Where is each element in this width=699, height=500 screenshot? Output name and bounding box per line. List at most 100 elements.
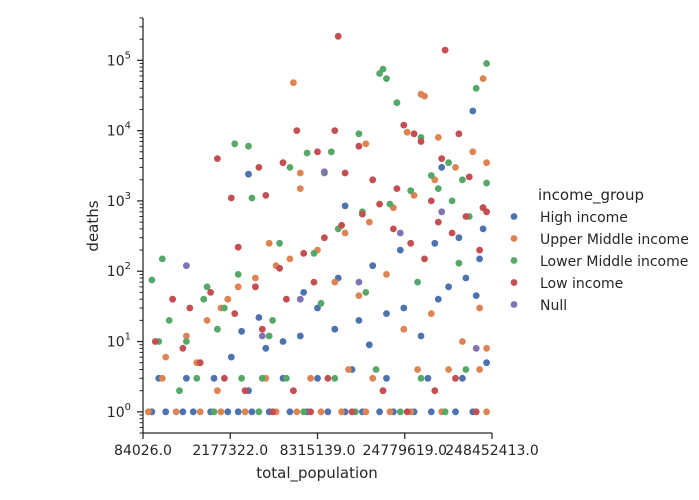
data-point	[438, 208, 446, 216]
data-point	[241, 387, 249, 395]
data-point	[183, 374, 190, 382]
data-point	[265, 239, 273, 247]
data-point	[145, 408, 152, 416]
data-point	[310, 249, 318, 257]
data-point	[341, 169, 349, 177]
data-point	[286, 255, 294, 263]
data-point	[310, 278, 318, 286]
data-point	[410, 130, 418, 138]
data-point	[483, 159, 490, 167]
data-point	[355, 292, 363, 299]
data-point	[403, 128, 411, 136]
data-point	[279, 338, 287, 345]
data-point	[238, 327, 246, 335]
data-point	[393, 99, 401, 107]
data-point	[462, 274, 470, 282]
data-point	[372, 366, 380, 373]
data-point	[314, 304, 321, 312]
data-point	[183, 338, 190, 345]
data-point	[296, 332, 304, 340]
data-point	[417, 374, 425, 382]
data-point	[214, 155, 221, 163]
data-point	[324, 374, 332, 382]
data-point	[455, 259, 463, 267]
data-point	[341, 229, 349, 237]
data-point	[479, 225, 487, 233]
data-point	[396, 229, 404, 237]
data-point	[300, 289, 308, 296]
y-tick-label: 102	[107, 261, 131, 280]
data-point	[338, 408, 345, 416]
data-point	[483, 60, 490, 67]
data-point	[252, 274, 259, 282]
data-point	[472, 344, 480, 352]
data-point	[245, 170, 252, 178]
data-point	[214, 387, 221, 395]
data-point	[165, 317, 173, 324]
data-point	[483, 408, 490, 416]
data-point	[362, 140, 370, 148]
data-point	[210, 374, 218, 382]
data-point	[224, 295, 232, 303]
data-point	[396, 408, 404, 416]
data-point	[376, 408, 383, 416]
data-point	[179, 344, 187, 352]
legend-label: High income	[540, 210, 628, 226]
legend-label: Lower Middle income	[540, 254, 688, 270]
data-point	[331, 374, 339, 382]
data-point	[317, 299, 325, 307]
data-point	[359, 210, 366, 218]
data-point	[183, 332, 190, 340]
data-point	[407, 239, 415, 247]
data-point	[227, 353, 235, 361]
data-point	[476, 246, 483, 254]
data-point	[262, 192, 270, 199]
data-point	[383, 271, 390, 278]
data-point	[362, 408, 370, 416]
y-tick-label: 105	[107, 50, 131, 69]
data-point	[355, 130, 363, 138]
data-point	[345, 366, 352, 373]
data-point	[262, 344, 270, 352]
data-point	[376, 200, 383, 208]
data-point	[269, 408, 276, 416]
data-point	[238, 374, 246, 382]
legend-title: income_group	[538, 186, 644, 205]
data-point	[483, 359, 490, 367]
x-tick-label: 84026.0	[114, 443, 172, 459]
data-point	[400, 304, 408, 312]
data-point	[283, 374, 290, 382]
data-point	[258, 374, 266, 382]
data-point	[172, 408, 180, 416]
data-point	[210, 408, 218, 416]
data-point	[410, 192, 418, 199]
data-point	[383, 310, 390, 317]
data-point	[476, 255, 483, 263]
y-ticks: 100 101 102 103 104 105	[107, 17, 143, 434]
data-point	[296, 185, 304, 193]
data-point	[355, 317, 363, 324]
y-axis-title: deaths	[84, 200, 102, 251]
data-point	[469, 148, 477, 156]
legend-marker	[510, 279, 518, 286]
data-point	[296, 169, 304, 177]
data-point	[393, 185, 401, 193]
data-point	[176, 387, 183, 395]
data-point	[379, 65, 387, 73]
data-point	[234, 283, 242, 291]
x-tick-label: 248452413.0	[445, 443, 539, 459]
legend-marker	[510, 301, 518, 308]
data-point	[203, 283, 211, 291]
data-point	[396, 246, 404, 254]
legend-marker	[510, 213, 518, 220]
data-point	[369, 262, 377, 270]
data-point	[383, 374, 390, 382]
data-point	[452, 164, 459, 171]
data-point	[369, 176, 377, 184]
data-point	[414, 366, 421, 373]
data-point	[438, 155, 446, 163]
data-point	[445, 159, 452, 167]
data-point	[317, 408, 325, 416]
data-point	[196, 359, 204, 367]
data-point	[459, 374, 466, 382]
